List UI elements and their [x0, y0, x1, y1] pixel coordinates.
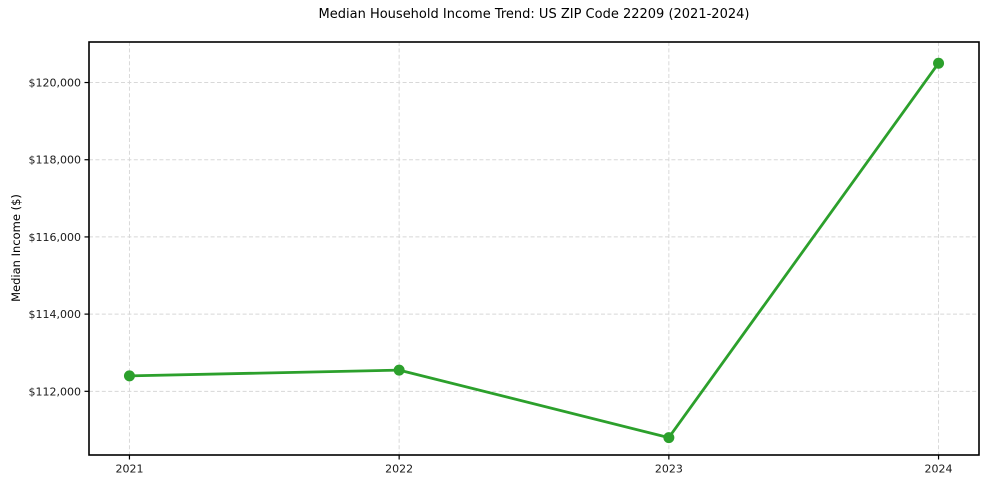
x-tick-label-2023: 2023	[655, 463, 683, 476]
x-tick-label-2021: 2021	[115, 463, 143, 476]
data-point-2024	[933, 57, 945, 69]
data-point-2023	[663, 432, 675, 444]
y-tick-label-116000: $116,000	[29, 231, 82, 244]
y-tick-label-120000: $120,000	[29, 77, 82, 90]
y-tick-label-114000: $114,000	[29, 308, 82, 321]
income-trend-line	[128, 61, 940, 439]
chart-title: Median Household Income Trend: US ZIP Co…	[318, 7, 750, 22]
y-tick-label-112000: $112,000	[29, 385, 82, 398]
plot-frame	[88, 41, 980, 456]
y-tick-label-118000: $118,000	[29, 154, 82, 167]
x-tick-label-2024: 2024	[925, 463, 953, 476]
x-tick-label-2022: 2022	[385, 463, 413, 476]
data-point-2022	[393, 364, 405, 376]
data-point-2021	[123, 370, 135, 382]
